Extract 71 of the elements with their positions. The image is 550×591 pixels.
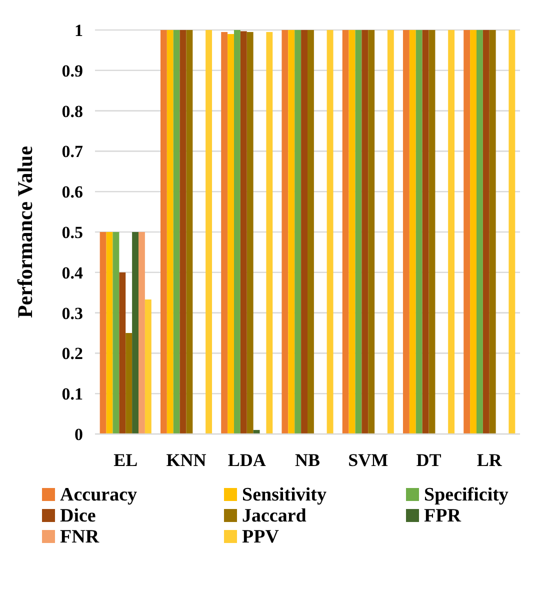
bar <box>173 30 180 434</box>
y-tick-label: 0.2 <box>62 344 83 364</box>
x-tick-label: DT <box>416 450 442 470</box>
y-tick-label: 0.8 <box>62 102 83 121</box>
bar <box>186 30 193 434</box>
bar <box>476 30 483 434</box>
bar <box>489 30 496 434</box>
bar <box>308 30 314 434</box>
bar <box>221 32 228 434</box>
legend-label: Jaccard <box>242 506 307 527</box>
bar <box>422 30 429 434</box>
x-tick-label: LDA <box>228 450 266 470</box>
bar <box>470 30 476 434</box>
bar <box>428 30 436 434</box>
bar <box>160 30 167 434</box>
bar <box>180 30 186 434</box>
bar <box>240 31 247 434</box>
bar <box>132 232 138 434</box>
y-tick-label: 1 <box>74 20 83 40</box>
bar <box>119 272 126 434</box>
bar <box>464 30 470 434</box>
bar <box>326 30 334 434</box>
y-tick-label: 0.3 <box>62 304 83 323</box>
bar <box>482 30 490 434</box>
bar <box>342 30 349 434</box>
x-tick-label: KNN <box>166 450 206 470</box>
y-tick-label: 0.6 <box>62 182 83 202</box>
y-tick-label: 0.7 <box>62 142 84 162</box>
x-tick-label: SVM <box>348 450 388 470</box>
bar <box>246 32 254 434</box>
y-axis-title: Performance Value <box>13 146 37 318</box>
bar <box>282 30 288 434</box>
y-tick-label: 0.5 <box>62 222 83 242</box>
bar <box>234 30 240 434</box>
bar <box>355 30 362 434</box>
bar <box>106 232 113 434</box>
bar <box>508 30 516 434</box>
x-tick-label: LR <box>476 450 503 470</box>
legend-label: FNR <box>60 526 100 548</box>
bar <box>138 232 145 434</box>
bar <box>206 30 212 434</box>
bar <box>387 30 394 434</box>
bar <box>166 30 174 434</box>
y-tick-label: 0.4 <box>62 263 84 282</box>
bar <box>362 30 368 434</box>
bar <box>112 232 120 434</box>
bar <box>144 299 152 434</box>
legend-label: Sensitivity <box>242 484 327 506</box>
x-tick-label: NB <box>294 450 320 470</box>
legend-label: FPR <box>424 506 462 527</box>
bar <box>266 32 273 434</box>
legend-label: Dice <box>60 506 96 527</box>
bar <box>409 30 416 434</box>
bar <box>368 30 375 434</box>
bar <box>126 333 132 434</box>
bar <box>100 232 106 434</box>
bar <box>294 30 302 434</box>
bar <box>288 30 295 434</box>
legend-label: Accuracy <box>60 484 138 506</box>
bar <box>228 34 234 434</box>
bar <box>301 30 308 434</box>
x-tick-label: EL <box>114 450 138 470</box>
legend-label: Specificity <box>424 484 509 506</box>
legend-label: PPV <box>242 526 280 548</box>
bar <box>416 30 422 434</box>
bar <box>448 30 455 434</box>
bar <box>348 30 356 434</box>
y-tick-label: 0.1 <box>62 384 83 404</box>
y-tick-label: 0.9 <box>62 61 83 80</box>
bar <box>402 30 410 434</box>
y-tick-label: 0 <box>74 424 83 444</box>
